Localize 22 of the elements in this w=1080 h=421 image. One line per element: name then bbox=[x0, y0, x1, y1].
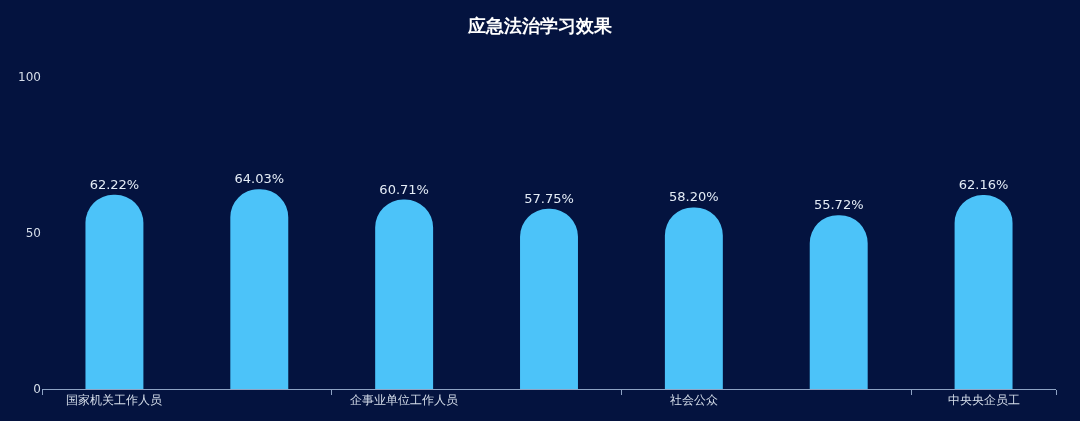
data-label: 62.16% bbox=[958, 177, 1009, 193]
x-tick-label: 国家机关工作人员 bbox=[66, 393, 163, 408]
chart-title: 应急法治学习效果 bbox=[467, 15, 613, 37]
x-tick-label: 中央央企员工 bbox=[947, 393, 1020, 408]
bar bbox=[85, 194, 144, 389]
bar bbox=[664, 207, 723, 389]
data-label: 62.22% bbox=[89, 176, 140, 192]
y-tick-label: 50 bbox=[25, 226, 41, 241]
y-tick-label: 100 bbox=[18, 70, 41, 85]
bar bbox=[375, 199, 434, 389]
x-tick-label: 社会公众 bbox=[669, 393, 718, 408]
bar bbox=[230, 189, 289, 389]
bar bbox=[520, 208, 578, 389]
bar bbox=[954, 195, 1013, 389]
data-label: 55.72% bbox=[813, 197, 864, 213]
data-label: 57.75% bbox=[524, 190, 574, 206]
bar bbox=[809, 215, 868, 389]
data-label: 60.71% bbox=[379, 181, 429, 197]
y-tick-label: 0 bbox=[33, 382, 41, 397]
data-label: 58.20% bbox=[669, 189, 719, 205]
x-tick-label: 企事业单位工作人员 bbox=[350, 393, 459, 408]
data-label: 64.03% bbox=[234, 171, 285, 187]
